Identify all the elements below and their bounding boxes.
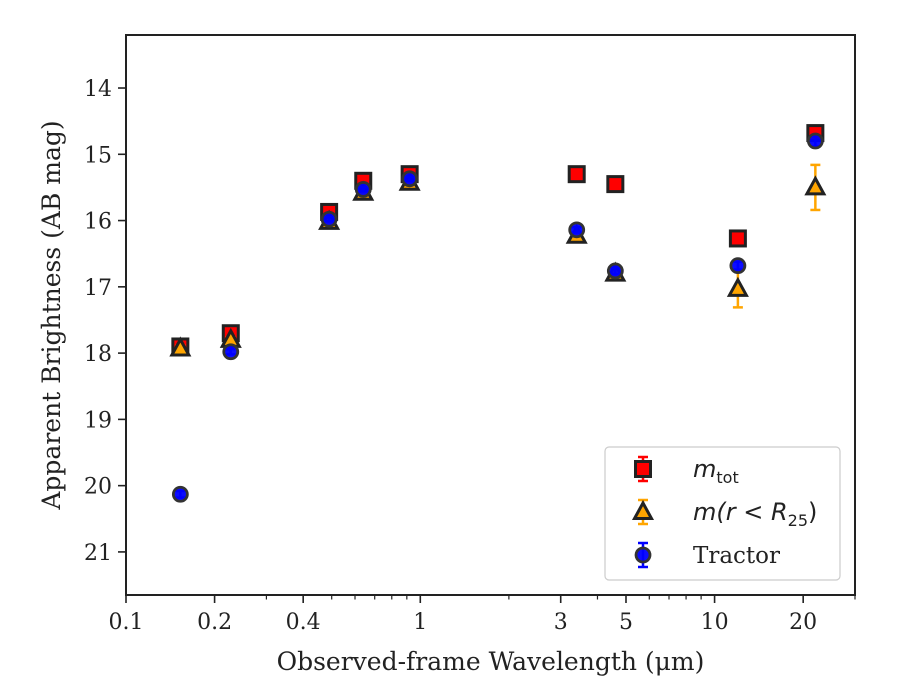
y-tick-label: 16 — [84, 210, 112, 235]
x-tick-label: 0.1 — [109, 610, 144, 635]
data-point — [320, 210, 338, 228]
data-point — [728, 229, 747, 248]
y-tick-label: 18 — [84, 342, 112, 367]
data-point — [568, 221, 586, 239]
series-circle — [171, 132, 824, 503]
data-point — [606, 175, 625, 194]
axes-layer: 0.1 0.2 0.4 1 3 5 10 20 14 15 16 17 18 19 20 21 — [84, 34, 856, 635]
x-tick-label: 3 — [554, 610, 568, 635]
data-point — [354, 181, 372, 198]
x-tick-label: 0.4 — [286, 610, 321, 635]
x-axis-label: Observed-frame Wavelength (μm) — [277, 647, 705, 676]
y-tick-label: 19 — [84, 408, 112, 433]
y-tick-label: 17 — [84, 276, 112, 301]
legend-label: Tractor — [693, 543, 780, 569]
legend-marker — [631, 499, 655, 520]
data-point — [726, 276, 749, 297]
legend-label: m(r < R25) — [693, 498, 817, 530]
legend-box — [604, 446, 841, 581]
legend-marker — [634, 546, 652, 564]
legend-label: mtot — [693, 455, 739, 487]
data-point — [171, 485, 189, 503]
series-triangle — [169, 163, 827, 357]
data-point — [222, 343, 240, 361]
series-square — [171, 124, 825, 356]
legend-marker — [634, 460, 652, 478]
data-point — [567, 165, 586, 184]
y-tick-label: 21 — [84, 541, 112, 566]
y-tick-label: 20 — [84, 475, 112, 500]
data-point — [169, 336, 192, 357]
points-layer — [169, 124, 827, 503]
y-tick-label: 15 — [84, 143, 112, 168]
data-point — [806, 132, 824, 150]
x-tick-label: 10 — [701, 610, 729, 635]
data-point — [729, 257, 747, 275]
data-point — [606, 262, 624, 280]
y-tick-label: 14 — [84, 77, 112, 102]
plot-frame — [125, 34, 856, 596]
legend: mtot m(r < R25) Tractor — [604, 446, 841, 581]
x-tick-label: 5 — [619, 610, 633, 635]
data-point — [401, 170, 419, 188]
x-tick-label: 20 — [789, 610, 817, 635]
x-tick-label: 1 — [413, 610, 427, 635]
y-axis-label: Apparent Brightness (AB mag) — [37, 120, 66, 510]
data-point — [804, 175, 827, 196]
x-tick-label: 0.2 — [197, 610, 232, 635]
